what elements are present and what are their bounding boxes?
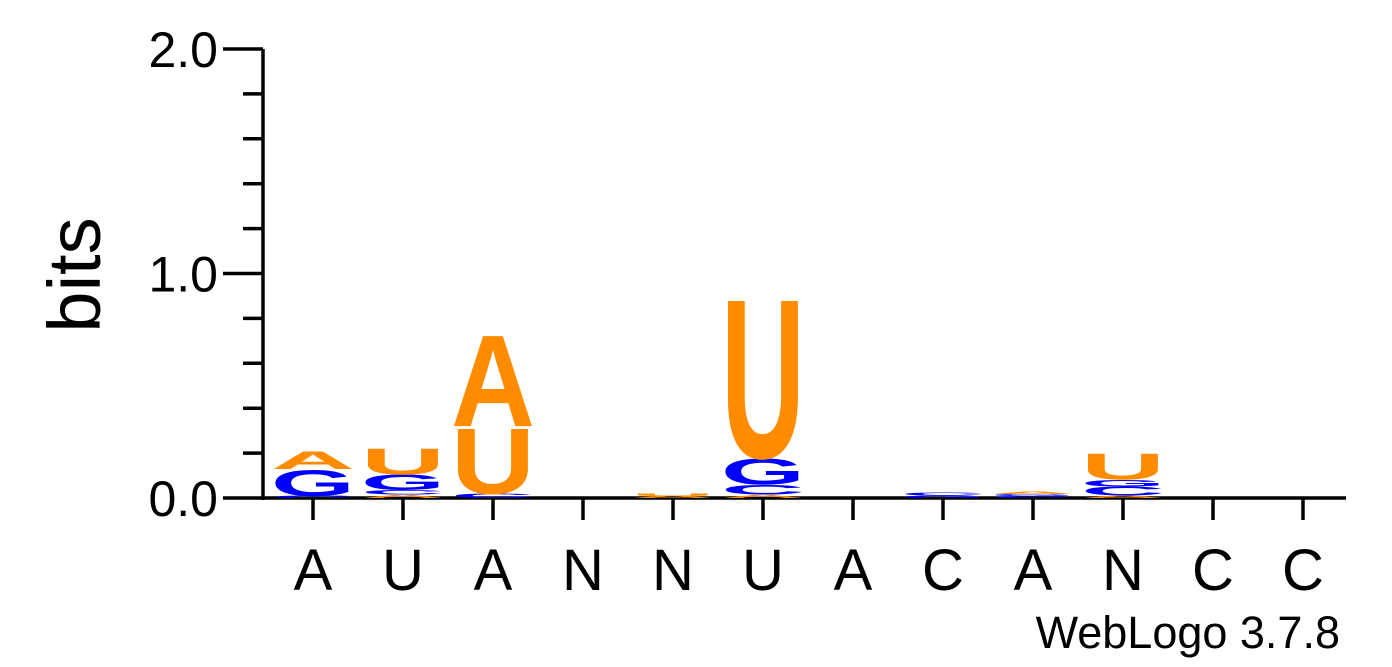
logo-letter-a: A bbox=[1081, 495, 1165, 499]
logo-letter-a: A bbox=[991, 491, 1075, 494]
logo-letter-g: G bbox=[991, 493, 1075, 496]
logo-letter-u: U bbox=[631, 493, 715, 496]
logo-letter-c: C bbox=[361, 489, 445, 496]
y-axis-label: bits bbox=[33, 217, 116, 332]
logo-letter-a: A bbox=[451, 309, 535, 455]
logo-letter-c: C bbox=[721, 482, 805, 498]
x-tick-label: U bbox=[382, 538, 424, 603]
x-tick-label: C bbox=[1192, 538, 1234, 603]
x-tick-label: U bbox=[742, 538, 784, 603]
x-tick-label: A bbox=[1014, 538, 1053, 603]
logo-letter-u: U bbox=[721, 252, 805, 506]
axes: 0.0 1.0 2.0 bbox=[148, 22, 1346, 527]
logo-letter-c: C bbox=[991, 496, 1075, 499]
logo-letter-u: U bbox=[451, 409, 535, 514]
weblogo-credit: WebLogo 3.7.8 bbox=[1035, 607, 1340, 658]
y-tick-label: 0.0 bbox=[148, 471, 218, 527]
x-tick-label: C bbox=[922, 538, 964, 603]
x-tick-label: A bbox=[474, 538, 513, 603]
logo-letter-c: C bbox=[271, 495, 355, 498]
logo-letter-c: C bbox=[451, 492, 535, 499]
logo-letter-c: C bbox=[1081, 484, 1165, 498]
logo-letter-a: A bbox=[721, 494, 805, 499]
x-tick-label: A bbox=[834, 538, 873, 603]
logo-letter-g: G bbox=[361, 470, 445, 495]
logo-letter-g: G bbox=[1081, 478, 1165, 488]
x-tick-label: N bbox=[562, 538, 604, 603]
logo-letter-u: U bbox=[1081, 446, 1165, 488]
logo-letter-c: C bbox=[901, 491, 985, 496]
logo-letter-u: U bbox=[361, 441, 445, 483]
logo-letter-g: G bbox=[721, 451, 805, 493]
x-tick-label: C bbox=[1282, 538, 1324, 603]
logo-letter-g: G bbox=[271, 462, 355, 504]
y-tick-label: 2.0 bbox=[148, 22, 218, 78]
x-tick-label: N bbox=[652, 538, 694, 603]
x-tick-label: N bbox=[1102, 538, 1144, 603]
y-tick-label: 1.0 bbox=[148, 247, 218, 303]
logo-letter-g: G bbox=[901, 495, 985, 499]
logo-letter-a: A bbox=[271, 446, 355, 474]
logo-letter-a: A bbox=[361, 494, 445, 499]
x-tick-label: A bbox=[294, 538, 333, 603]
logo-letter-a: A bbox=[631, 495, 715, 498]
